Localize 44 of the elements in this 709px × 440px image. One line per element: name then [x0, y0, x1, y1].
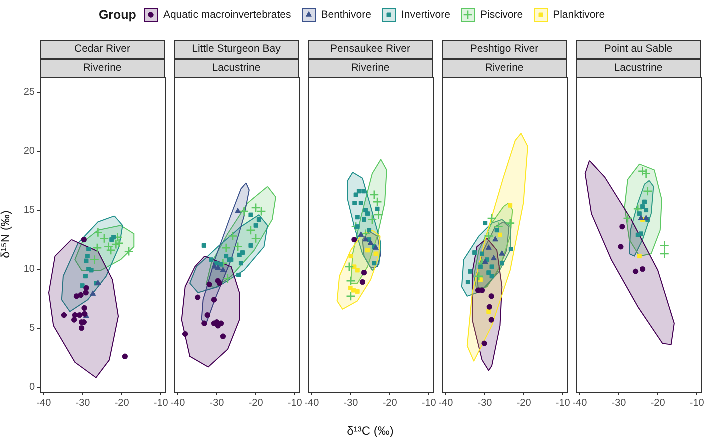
- legend-label: Piscivore: [480, 9, 524, 21]
- legend-label: Planktivore: [553, 9, 606, 21]
- chart-subtitle: Riverine: [308, 58, 433, 78]
- y-tick-label: 20: [24, 146, 36, 158]
- y-tick-label: 15: [24, 205, 36, 216]
- x-tick-label: -30: [478, 398, 493, 409]
- x-tick-label: -20: [382, 398, 398, 409]
- x-tick-label: -40: [36, 398, 52, 409]
- chart-title: Peshtigo River: [442, 40, 567, 59]
- legend-label: Invertivore: [401, 9, 450, 21]
- legend-title: Group: [98, 8, 136, 22]
- x-axis-title: δ¹³C (‰): [347, 424, 394, 438]
- x-tick-label: -10: [556, 398, 571, 409]
- chart-subtitle: Lacustrine: [576, 58, 701, 78]
- x-tick-label: -10: [690, 398, 705, 409]
- y-tick-label: 25: [24, 87, 36, 98]
- chart-subtitle: Riverine: [40, 58, 165, 78]
- chart-title: Little Sturgeon Bay: [174, 40, 299, 59]
- legend-label: Aquatic macroinvertebrates: [163, 9, 292, 21]
- x-tick-label: -40: [572, 398, 588, 409]
- x-tick-label: -30: [344, 398, 359, 409]
- x-tick-label: -40: [170, 398, 186, 409]
- x-tick-label: -40: [438, 398, 454, 409]
- chart-title: Pensaukee River: [308, 40, 433, 59]
- x-tick-label: -40: [304, 398, 320, 409]
- chart-title: Cedar River: [40, 40, 165, 59]
- x-tick-label: -20: [516, 398, 532, 409]
- x-tick-label: -30: [612, 398, 627, 409]
- chart-subtitle: Lacustrine: [174, 58, 299, 78]
- y-tick-label: 10: [24, 264, 36, 276]
- chart-title: Point au Sable: [576, 40, 701, 59]
- x-tick-label: -30: [210, 398, 225, 409]
- x-tick-label: -20: [114, 398, 130, 409]
- x-tick-label: -20: [650, 398, 666, 409]
- y-tick-label: 0: [29, 382, 36, 394]
- legend-label: Benthivore: [321, 9, 372, 21]
- x-tick-label: -30: [76, 398, 91, 409]
- x-tick-label: -10: [288, 398, 303, 409]
- x-tick-label: -20: [248, 398, 264, 409]
- x-tick-label: -10: [422, 398, 437, 409]
- x-tick-label: -10: [154, 398, 169, 409]
- chart-subtitle: Riverine: [442, 58, 567, 78]
- y-axis-title: δ¹⁵N (‰): [0, 210, 13, 258]
- y-tick-label: 5: [29, 323, 36, 334]
